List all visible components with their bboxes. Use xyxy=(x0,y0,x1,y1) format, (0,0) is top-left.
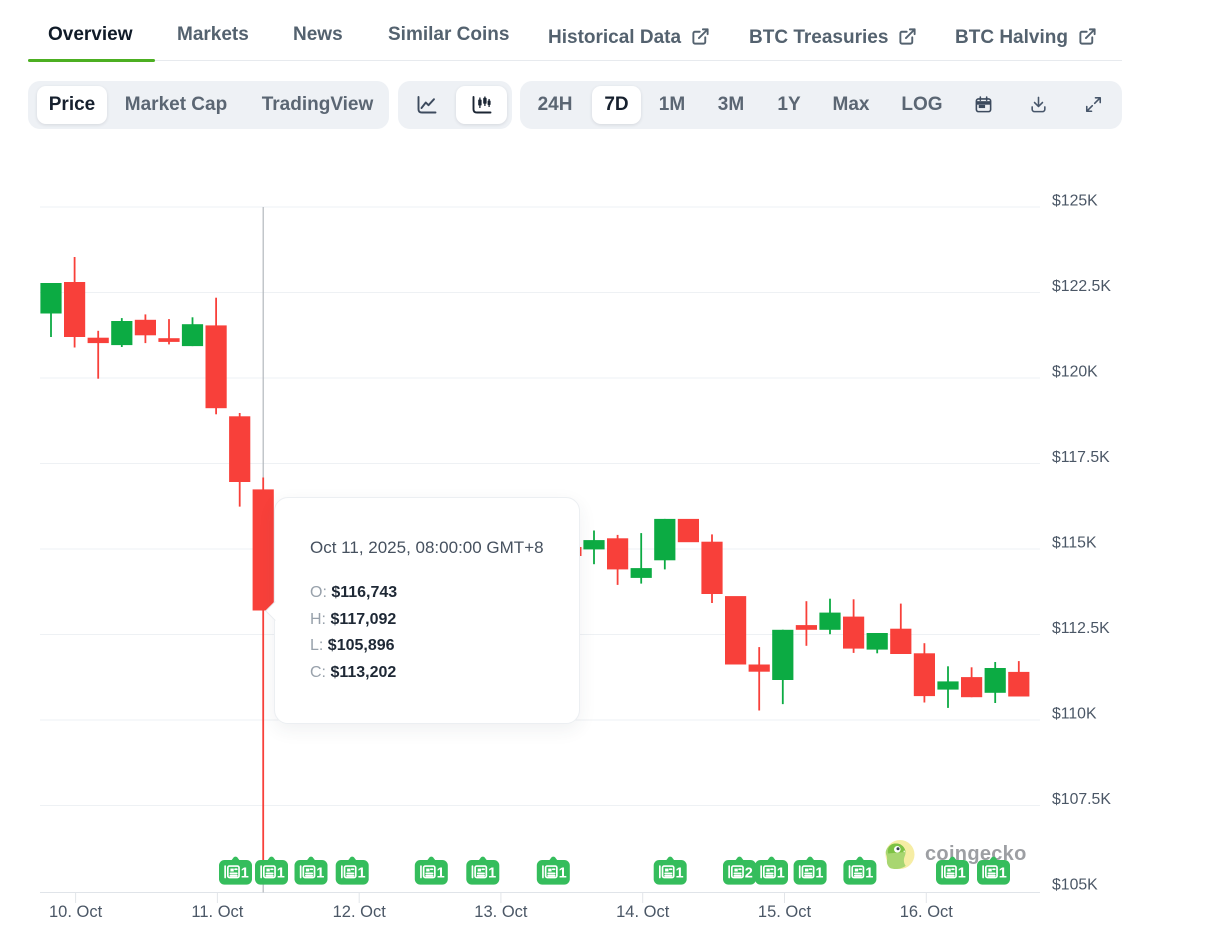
svg-text:12. Oct: 12. Oct xyxy=(333,903,387,921)
svg-text:1: 1 xyxy=(559,866,567,882)
svg-text:13. Oct: 13. Oct xyxy=(474,903,528,921)
svg-text:15. Oct: 15. Oct xyxy=(758,903,812,921)
svg-text:$110K: $110K xyxy=(1052,706,1097,723)
svg-text:$105K: $105K xyxy=(1052,877,1098,894)
svg-text:$117.5K: $117.5K xyxy=(1052,449,1110,466)
svg-text:1: 1 xyxy=(277,866,285,882)
svg-text:1: 1 xyxy=(488,866,496,882)
svg-text:1: 1 xyxy=(865,866,873,882)
svg-text:1: 1 xyxy=(676,866,684,882)
svg-text:$115K: $115K xyxy=(1052,535,1097,552)
svg-text:10. Oct: 10. Oct xyxy=(49,903,103,921)
svg-text:1: 1 xyxy=(437,866,445,882)
svg-text:1: 1 xyxy=(241,866,249,882)
svg-text:1: 1 xyxy=(958,866,966,882)
svg-text:$125K: $125K xyxy=(1052,193,1098,210)
svg-text:$120K: $120K xyxy=(1052,364,1098,381)
svg-text:1: 1 xyxy=(777,866,785,882)
svg-text:11. Oct: 11. Oct xyxy=(191,903,243,921)
svg-text:1: 1 xyxy=(358,866,366,882)
svg-text:16. Oct: 16. Oct xyxy=(900,903,954,921)
svg-text:$107.5K: $107.5K xyxy=(1052,791,1111,808)
svg-text:1: 1 xyxy=(999,866,1007,882)
svg-text:1: 1 xyxy=(815,866,823,882)
svg-text:14. Oct: 14. Oct xyxy=(616,903,670,921)
svg-text:$122.5K: $122.5K xyxy=(1052,278,1111,295)
svg-text:2: 2 xyxy=(745,866,753,882)
svg-text:$112.5K: $112.5K xyxy=(1052,620,1110,637)
svg-text:1: 1 xyxy=(316,866,324,882)
